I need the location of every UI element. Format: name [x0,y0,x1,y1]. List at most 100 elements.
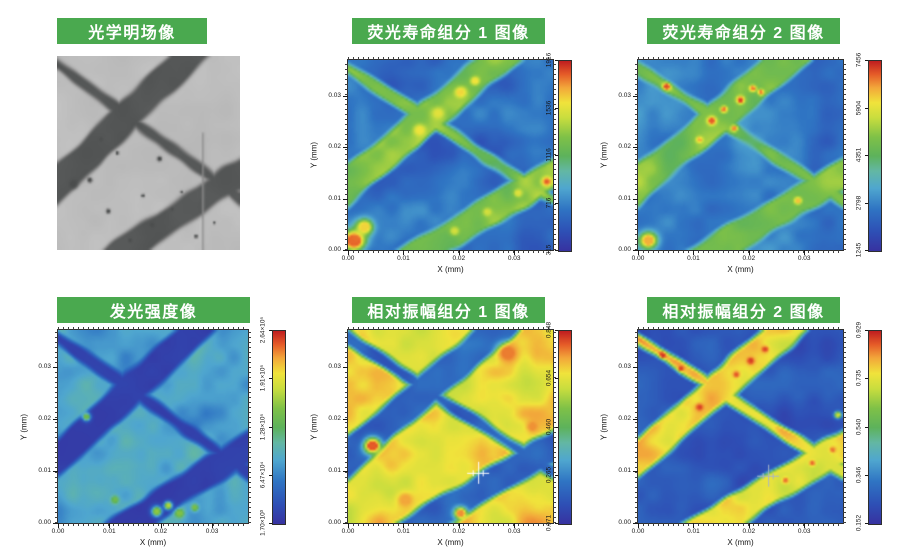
x-axis-tick-label: 0.02 [742,528,756,535]
panel-title-banner: 发光强度像 [57,297,250,323]
colorbar-gradient [558,60,572,252]
axis-minor-ticks-top [348,57,553,60]
y-axis-major-tick [633,95,638,97]
x-axis-tick-label: 0.02 [452,255,466,262]
heatmap-canvas[interactable] [348,60,553,250]
axis-minor-ticks-top [638,57,843,60]
x-axis-tick-label: 0.00 [631,255,645,262]
brightfield-image[interactable] [57,56,240,250]
colorbar-tick [865,523,868,524]
panel-title-banner: 相对振幅组分 1 图像 [352,297,545,323]
x-axis-tick-label: 0.00 [341,528,355,535]
y-axis-tick-label: 0.02 [328,143,341,151]
y-axis-tick-label: 0.02 [328,414,341,422]
colorbar-tick [865,202,868,204]
x-axis-major-tick [514,250,516,255]
x-axis-major-tick [458,523,460,528]
colorbar-tick [269,523,272,524]
x-axis-label: X (mm) [437,265,464,274]
y-axis-tick-label: 0.00 [618,519,631,526]
x-axis-tick-label: 0.00 [341,255,355,262]
y-axis-tick-label: 0.03 [38,362,51,370]
x-axis-tick-label: 0.01 [687,528,700,535]
amplitude-1-heatmap[interactable] [347,329,554,524]
x-axis-major-tick [514,523,516,528]
panel-title-banner: 光学明场像 [57,18,207,44]
colorbar-tick [269,378,272,380]
y-axis-tick-label: 0.02 [618,414,631,422]
x-axis-major-tick [348,523,349,528]
y-axis-tick-label: 0.01 [618,466,631,474]
heatmap-canvas[interactable] [348,330,553,523]
heatmap-canvas[interactable] [638,60,843,250]
axis-minor-ticks-bottom [348,250,553,253]
y-axis-tick-label: 0.00 [38,519,51,526]
x-axis-label: X (mm) [727,265,754,274]
x-axis-label: X (mm) [727,538,754,547]
colorbar-gradient [272,330,286,525]
x-axis-tick-label: 0.03 [205,528,219,535]
colorbar-tick [269,330,272,331]
axis-minor-ticks-bottom [638,523,843,526]
panel-title-banner: 荧光寿命组分 2 图像 [647,18,840,44]
y-axis-major-tick [343,470,348,472]
axis-minor-ticks-top [58,327,248,330]
x-axis-tick-label: 0.00 [631,528,645,535]
x-axis-major-tick [748,523,750,528]
x-axis-tick-label: 0.02 [452,528,466,535]
colorbar-tick [555,60,558,61]
y-axis-tick-label: 0.03 [328,362,341,370]
x-axis-label: X (mm) [437,538,464,547]
colorbar-tick [555,474,558,476]
colorbar-tick [865,426,868,428]
colorbar-tick [555,250,558,251]
y-axis-major-tick [633,418,638,420]
colorbar-tick-text: 0.152 [855,514,863,532]
colorbar-tick [865,250,868,251]
x-axis-major-tick [403,250,405,255]
y-axis-major-tick [343,366,348,368]
amplitude-2-heatmap[interactable] [637,329,844,524]
colorbar-tick [865,60,868,61]
axis-minor-ticks-right [248,330,251,523]
y-axis-tick-label: 0.02 [618,143,631,151]
brightfield-canvas[interactable] [57,56,240,250]
colorbar-tick [269,426,272,428]
y-axis-tick-label: 0.01 [618,194,631,202]
colorbar-tick-text: 0.540 [855,418,863,435]
x-axis-label: X (mm) [139,538,167,547]
colorbar-tick [555,378,558,380]
intensity-heatmap[interactable] [57,329,249,524]
colorbar-gradient [558,330,572,525]
y-axis-major-tick [53,418,58,420]
x-axis-tick-label: 0.02 [742,255,756,262]
colorbar-tick [555,426,558,428]
y-axis-major-tick [343,523,348,524]
x-axis-major-tick [693,523,695,528]
x-axis-tick-label: 0.00 [51,528,65,535]
colorbar-tick-text: 0.346 [855,466,863,483]
colorbar-tick [865,378,868,380]
axis-minor-ticks-bottom [638,250,843,253]
lifetime-1-heatmap[interactable] [347,59,554,251]
axis-minor-ticks-left [635,330,638,523]
lifetime-2-heatmap[interactable] [637,59,844,251]
heatmap-canvas[interactable] [638,330,843,523]
colorbar-tick [555,330,558,331]
x-axis-tick-label: 0.01 [397,255,410,262]
axis-minor-ticks-top [348,327,553,330]
x-axis-major-tick [160,523,162,528]
y-axis-tick-label: 0.00 [618,246,631,253]
y-axis-tick-label: 0.00 [328,519,341,526]
y-axis-tick-label: 0.00 [328,246,341,253]
x-axis-tick-label: 0.03 [507,255,521,262]
x-axis-major-tick [804,523,806,528]
y-axis-tick-label: 0.02 [38,414,51,422]
axis-minor-ticks-right [843,330,846,523]
colorbar-tick-text: 0.929 [855,321,863,339]
heatmap-canvas[interactable] [58,330,248,523]
